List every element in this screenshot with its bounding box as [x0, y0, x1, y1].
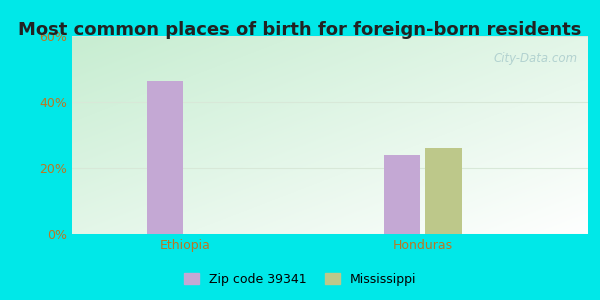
Text: City-Data.com: City-Data.com — [494, 52, 578, 65]
Bar — [384, 155, 420, 234]
Bar — [425, 148, 461, 234]
Text: Most common places of birth for foreign-born residents: Most common places of birth for foreign-… — [19, 21, 581, 39]
Bar — [147, 80, 183, 234]
Legend: Zip code 39341, Mississippi: Zip code 39341, Mississippi — [179, 268, 421, 291]
